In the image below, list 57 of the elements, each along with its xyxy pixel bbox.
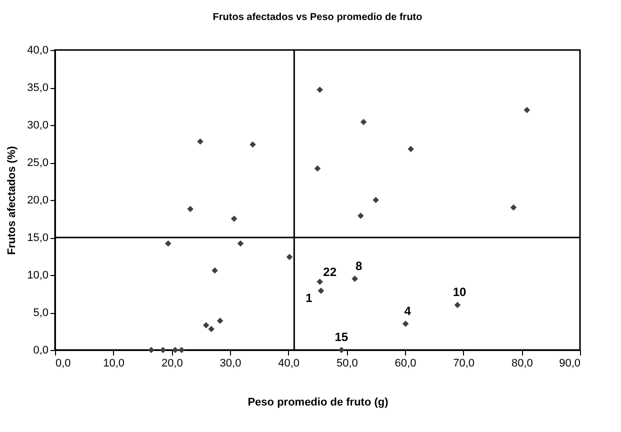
point [454, 302, 461, 308]
x-tick-label: 40,0 [278, 358, 300, 370]
point [524, 106, 530, 114]
point [208, 326, 214, 332]
point [212, 267, 218, 274]
x-tick-label: 0,0 [56, 358, 71, 370]
point [160, 346, 166, 354]
x-tick-label: 60,0 [394, 358, 416, 370]
point [372, 196, 379, 204]
x-tick-label: 90,0 [559, 358, 580, 370]
point [187, 206, 194, 212]
point [316, 278, 323, 285]
x-axis-title: Peso promedio de fruto (g) [248, 396, 389, 408]
point [352, 276, 358, 282]
point [197, 138, 204, 145]
y-tick-label: 40,0 [27, 44, 48, 56]
x-tick-label: 10,0 [103, 358, 125, 370]
x-tick-label: 80,0 [511, 358, 533, 370]
point [250, 141, 256, 148]
point [165, 240, 172, 247]
x-tick-label: 30,0 [220, 358, 242, 370]
x-tick-label: 50,0 [336, 358, 358, 370]
y-tick-label: 10,0 [27, 270, 48, 282]
y-tick-label: 25,0 [27, 157, 48, 169]
point [216, 318, 224, 324]
y-tick-label: 30,0 [27, 120, 48, 132]
point [178, 346, 185, 354]
y-tick-label: 5,0 [33, 307, 48, 319]
x-tick-label: 20,0 [161, 358, 183, 370]
y-tick-label: 35,0 [27, 82, 48, 94]
point [237, 240, 244, 247]
annotation: 8 [355, 258, 362, 273]
point [318, 288, 324, 294]
y-tick-label: 0,0 [33, 344, 48, 356]
annotation: 15 [334, 330, 348, 344]
point [402, 320, 409, 327]
point [148, 346, 154, 354]
annotation: 10 [452, 285, 466, 299]
y-tick-label: 20,0 [27, 194, 48, 206]
x-tick-label: 70,0 [453, 358, 475, 370]
point [314, 165, 321, 172]
point [360, 118, 367, 126]
point [358, 212, 364, 219]
point [172, 346, 178, 354]
y-axis-title: Frutos afectados (%) [6, 146, 18, 255]
point [230, 216, 238, 222]
point [202, 322, 210, 328]
annotation: 1 [306, 290, 313, 305]
y-tick-label: 15,0 [27, 232, 48, 244]
point [510, 204, 517, 211]
annotation: 4 [404, 304, 412, 318]
annotation: 22 [323, 264, 337, 279]
chart-title: Frutos afectados vs Peso promedio de fruto [212, 12, 422, 23]
point [408, 146, 414, 152]
point [286, 254, 293, 260]
point [338, 346, 345, 354]
point [316, 86, 323, 93]
